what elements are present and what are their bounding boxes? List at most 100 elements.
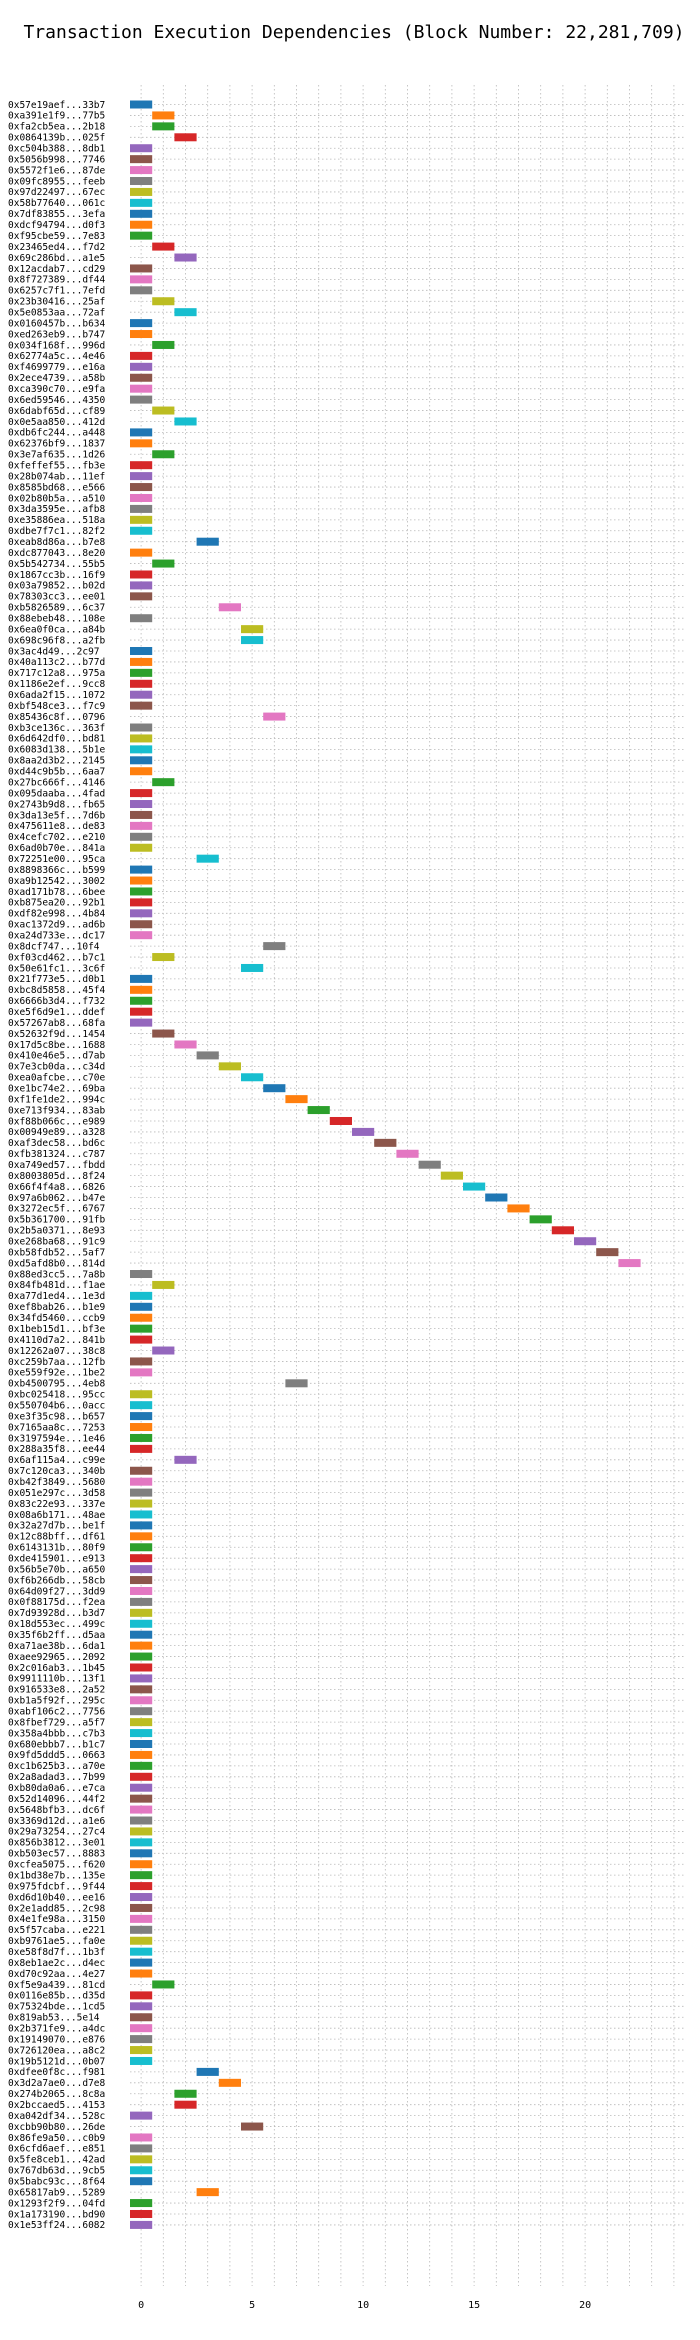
y-tick-label: 0x767db63d...9cb5 [8, 2166, 105, 2177]
transaction-bar [130, 1652, 153, 1661]
y-tick-label: 0xf1fe1de2...994c [8, 1094, 105, 1105]
transaction-bar [130, 264, 153, 273]
y-tick-label: 0x6ada2f15...1072 [8, 690, 105, 701]
transaction-bar [130, 909, 153, 918]
y-tick-label: 0x3272ec5f...6767 [8, 1204, 105, 1215]
transaction-bar [130, 723, 153, 732]
transaction-bar [130, 2056, 153, 2065]
y-tick-label: 0x034f168f...996d [8, 340, 105, 351]
x-tick-labels: 0 5 10 15 20 [138, 2300, 591, 2311]
y-tick-label: 0x6d642df0...bd81 [8, 734, 106, 745]
transaction-bar [152, 297, 175, 306]
y-tick-label: 0x88ebeb48...108e [8, 614, 106, 625]
transaction-bar [130, 2144, 153, 2153]
y-tick-label: 0x6ed59546...4350 [8, 395, 106, 406]
transaction-bar [130, 395, 153, 404]
transaction-bar [130, 351, 153, 360]
transaction-bar [463, 1182, 486, 1191]
transaction-bar [130, 1849, 153, 1858]
y-tick-label: 0xdb6fc244...a448 [8, 428, 106, 439]
transaction-bar [374, 1138, 397, 1147]
transaction-bar [196, 2067, 219, 2076]
y-tick-label: 0x6dabf65d...cf89 [8, 406, 106, 417]
transaction-bar [130, 504, 153, 513]
transaction-bar [130, 1368, 153, 1377]
transaction-bar [130, 1390, 153, 1399]
x-tick-label: 0 [138, 2300, 144, 2311]
y-tick-label: 0x475611e8...de83 [8, 821, 105, 832]
y-tick-label: 0xea0afcbe...c70e [8, 1073, 106, 1084]
transaction-bar [174, 1040, 197, 1049]
y-tick-label: 0xe1bc74e2...69ba [8, 1084, 105, 1095]
y-tick-label: 0xe268ba68...91c9 [8, 1237, 106, 1248]
y-tick-label: 0xa042df34...528c [8, 2111, 105, 2122]
x-tick-label: 20 [579, 2300, 591, 2311]
transaction-bar [152, 953, 175, 962]
transaction-bar [130, 187, 153, 196]
y-tick-label: 0xcfea5075...f620 [8, 1860, 106, 1871]
y-tick-label: 0x84fb481d...f1ae [8, 1280, 106, 1291]
transaction-bar [130, 1291, 153, 1300]
transaction-bar [263, 1084, 286, 1093]
transaction-bar [130, 2209, 153, 2218]
transaction-bar [174, 417, 197, 426]
y-tick-label: 0xde415901...e913 [8, 1553, 105, 1564]
transaction-bar [130, 1991, 153, 2000]
transaction-bar [130, 1816, 153, 1825]
y-tick-label: 0xc1b625b3...a70e [8, 1761, 106, 1772]
transaction-bar [130, 1401, 153, 1410]
y-tick-label: 0xbc8d5858...45f4 [8, 985, 106, 996]
transaction-bar [130, 614, 153, 623]
transaction-bar [130, 526, 153, 535]
y-tick-label: 0xef8bab26...b1e9 [8, 1302, 106, 1313]
y-tick-label: 0xc259b7aa...12fb [8, 1357, 106, 1368]
y-tick-label: 0xe35886ea...518a [8, 515, 105, 526]
transaction-bar [130, 756, 153, 765]
y-tick-label: 0x2743b9d8...fb65 [8, 799, 105, 810]
transaction-bar [130, 592, 153, 601]
y-tick-label: 0x58b77640...061c [8, 198, 105, 209]
transaction-bar [130, 898, 153, 907]
transaction-bar [396, 1149, 419, 1158]
y-tick-label: 0x78303cc3...ee01 [8, 592, 106, 603]
transaction-bar [130, 1761, 153, 1770]
transaction-bar [196, 854, 219, 863]
y-tick-label: 0x12262a07...38c8 [8, 1346, 106, 1357]
y-tick-label: 0x916533e8...2a52 [8, 1685, 105, 1696]
transaction-bar [130, 2024, 153, 2033]
transaction-bar [241, 963, 264, 972]
transaction-bar [130, 734, 153, 743]
transaction-bar [130, 931, 153, 940]
y-tick-label: 0xd70c92aa...4e27 [8, 1969, 105, 1980]
y-tick-label: 0x7df83855...3efa [8, 209, 105, 220]
y-tick-label: 0x6af115a4...c99e [8, 1455, 106, 1466]
y-tick-label: 0xb9761ae5...fa0e [8, 1936, 106, 1947]
transaction-bar [130, 330, 153, 339]
y-tick-label: 0xbc025418...95cc [8, 1390, 105, 1401]
y-tick-label: 0xaf3dec58...bd6c [8, 1138, 105, 1149]
y-tick-label: 0xf95cbe59...7e83 [8, 231, 105, 242]
transaction-bar [130, 155, 153, 164]
transaction-bar [130, 1794, 153, 1803]
y-tick-label: 0x57e19aef...33b7 [8, 100, 105, 111]
transaction-bar [130, 2220, 153, 2229]
transaction-bar [130, 100, 153, 109]
y-tick-label: 0x62376bf9...1837 [8, 439, 105, 450]
transaction-bar [329, 1116, 352, 1125]
transaction-bar [130, 1335, 153, 1344]
y-tick-label: 0x4e1fe98a...3150 [8, 1914, 106, 1925]
y-tick-label: 0x1a173190...bd90 [8, 2209, 106, 2220]
y-tick-label: 0x62774a5c...4e46 [8, 351, 106, 362]
y-tick-label: 0xd44c9b5b...6aa7 [8, 767, 105, 778]
y-tick-label: 0x6cfd6aef...e851 [8, 2144, 106, 2155]
transaction-bar [130, 275, 153, 284]
y-tick-label: 0xf03cd462...b7c1 [8, 952, 106, 963]
transaction-bar [130, 166, 153, 175]
y-tick-label: 0xac1372d9...ad6b [8, 920, 106, 931]
transaction-bar [130, 198, 153, 207]
y-tick-label: 0x6ea0f0ca...a84b [8, 624, 106, 635]
y-tick-label: 0x66f4f4a8...6826 [8, 1182, 106, 1193]
transaction-bar [218, 2078, 241, 2087]
transaction-bar [130, 1521, 153, 1530]
y-tick-label: 0x0e5aa850...412d [8, 417, 105, 428]
